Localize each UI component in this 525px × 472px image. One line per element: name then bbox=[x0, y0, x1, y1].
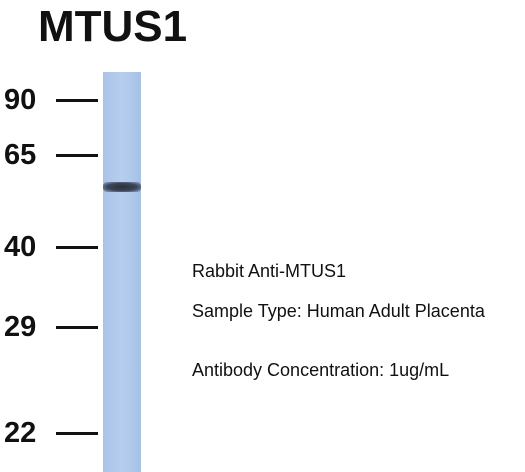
marker-tick bbox=[56, 99, 98, 102]
annotation: Rabbit Anti-MTUS1 bbox=[192, 263, 512, 279]
blot-figure: MTUS1 90 65 40 29 22 Rabbit Anti-MTUS1 Sample … bbox=[0, 0, 525, 472]
annotation: Antibody Concentration: 1ug/mL bbox=[192, 362, 522, 378]
lane bbox=[103, 72, 141, 472]
marker-label: 40 bbox=[4, 232, 52, 262]
marker-label: 90 bbox=[4, 85, 52, 115]
annotation: Sample Type: Human Adult Placenta bbox=[192, 303, 510, 319]
marker-label: 65 bbox=[4, 140, 52, 170]
marker-tick bbox=[56, 246, 98, 249]
title: MTUS1 bbox=[38, 2, 187, 52]
marker-label: 29 bbox=[4, 312, 52, 342]
marker-tick bbox=[56, 154, 98, 157]
marker-tick bbox=[56, 432, 98, 435]
band bbox=[103, 182, 141, 192]
marker-tick bbox=[56, 326, 98, 329]
marker-label: 22 bbox=[4, 418, 52, 448]
